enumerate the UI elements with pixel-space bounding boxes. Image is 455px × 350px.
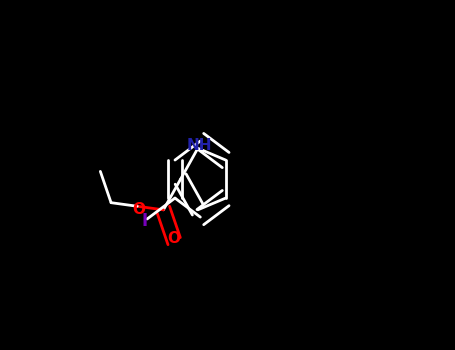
Text: NH: NH [186, 139, 212, 154]
Text: I: I [142, 211, 148, 230]
Text: O: O [167, 231, 181, 246]
Text: O: O [132, 202, 145, 217]
